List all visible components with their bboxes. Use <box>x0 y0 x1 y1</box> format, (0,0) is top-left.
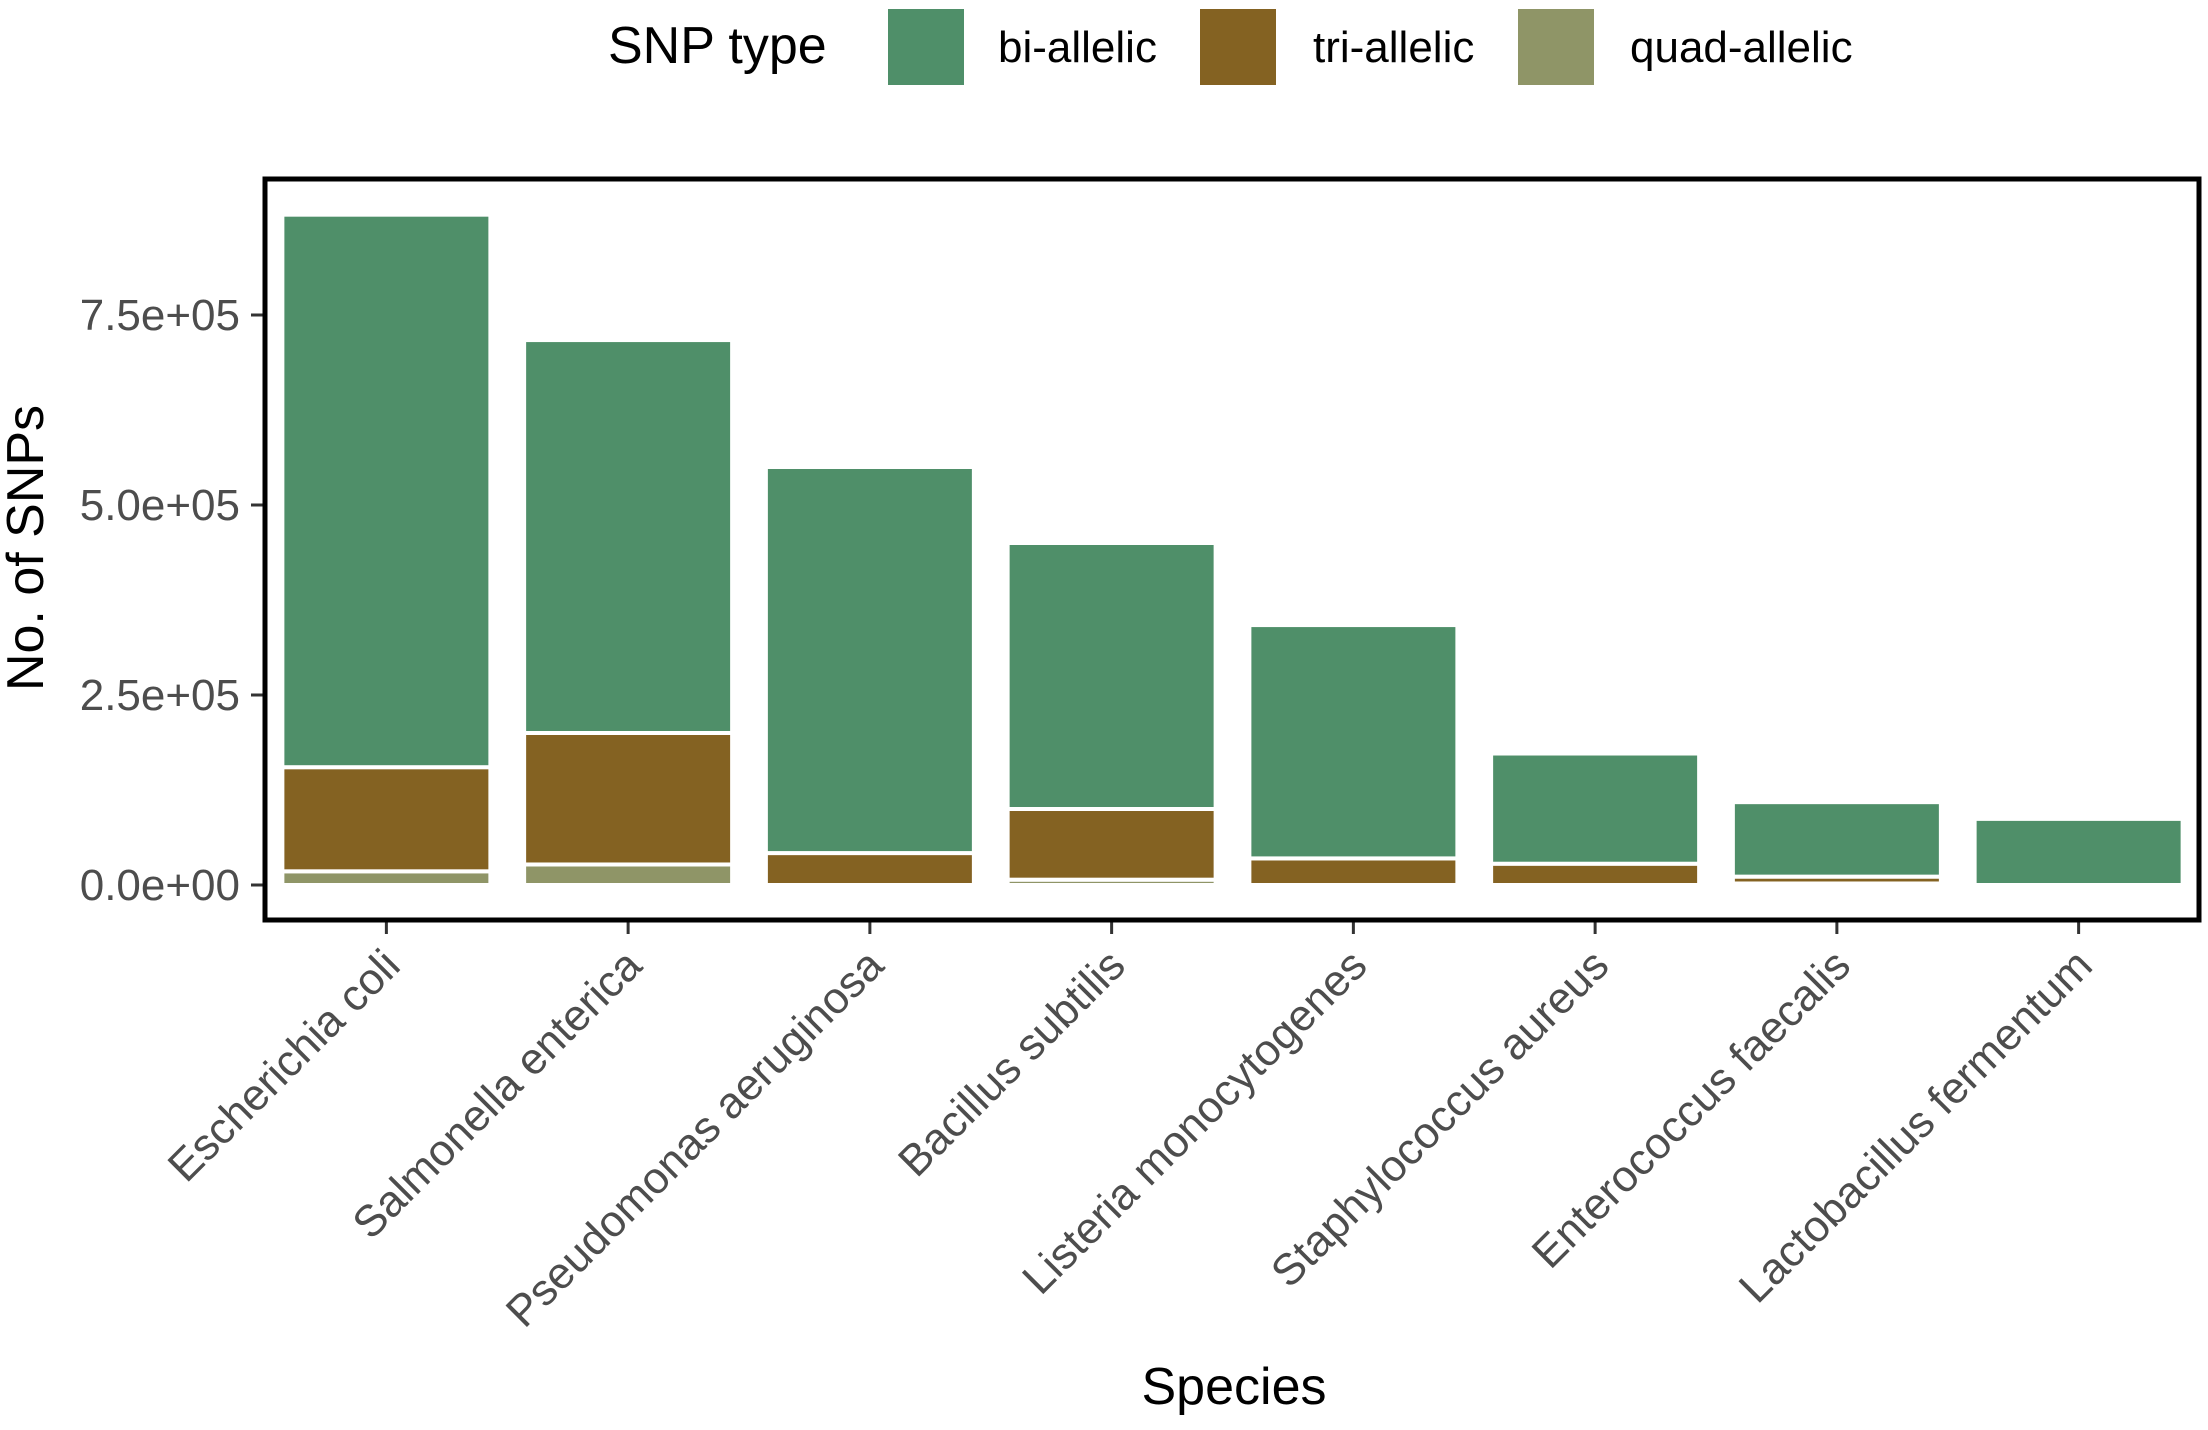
y-tick-label: 5.0e+05 <box>80 481 240 530</box>
legend-label-tri-allelic: tri-allelic <box>1313 23 1474 72</box>
legend-swatch-quad-allelic <box>1518 9 1594 85</box>
bar-quad-allelic-salmonella-enterica <box>522 862 735 887</box>
bar-tri-allelic-staphylococcus-aureus <box>1489 861 1702 887</box>
bar-bi-allelic-enterococcus-faecalis <box>1730 800 1943 879</box>
x-tick-label-escherichia-coli: Escherichia coli <box>159 940 410 1191</box>
legend-label-quad-allelic: quad-allelic <box>1630 23 1853 72</box>
x-axis-title: Species <box>1142 1358 1327 1416</box>
y-tick-label: 7.5e+05 <box>80 291 240 340</box>
legend-title: SNP type <box>608 17 827 75</box>
bar-bi-allelic-escherichia-coli <box>280 212 493 770</box>
bar-tri-allelic-pseudomonas-aeruginosa <box>763 851 976 888</box>
bar-bi-allelic-bacillus-subtilis <box>1005 541 1218 811</box>
bar-bi-allelic-listeria-monocytogenes <box>1247 623 1460 861</box>
y-tick-label: 2.5e+05 <box>80 671 240 720</box>
y-axis-title: No. of SNPs <box>0 405 55 691</box>
legend: SNP type bi-allelic tri-allelic quad-allel… <box>608 7 1853 87</box>
bar-bi-allelic-pseudomonas-aeruginosa <box>763 465 976 856</box>
bar-tri-allelic-listeria-monocytogenes <box>1247 856 1460 888</box>
legend-swatch-tri-allelic <box>1200 9 1276 85</box>
bar-tri-allelic-escherichia-coli <box>280 765 493 874</box>
bar-tri-allelic-bacillus-subtilis <box>1005 807 1218 882</box>
bar-tri-allelic-salmonella-enterica <box>522 731 735 867</box>
bar-quad-allelic-escherichia-coli <box>280 869 493 888</box>
legend-label-bi-allelic: bi-allelic <box>998 23 1157 72</box>
legend-swatch-bi-allelic <box>888 9 964 85</box>
bar-bi-allelic-salmonella-enterica <box>522 338 735 735</box>
bar-bi-allelic-staphylococcus-aureus <box>1489 751 1702 866</box>
bars <box>280 212 2185 888</box>
bar-bi-allelic-lactobacillus-fermentum <box>1972 816 2185 888</box>
x-tick-label-bacillus-subtilis: Bacillus subtilis <box>889 940 1135 1186</box>
y-tick-label: 0.0e+00 <box>80 861 240 910</box>
plot-panel <box>262 176 2202 923</box>
